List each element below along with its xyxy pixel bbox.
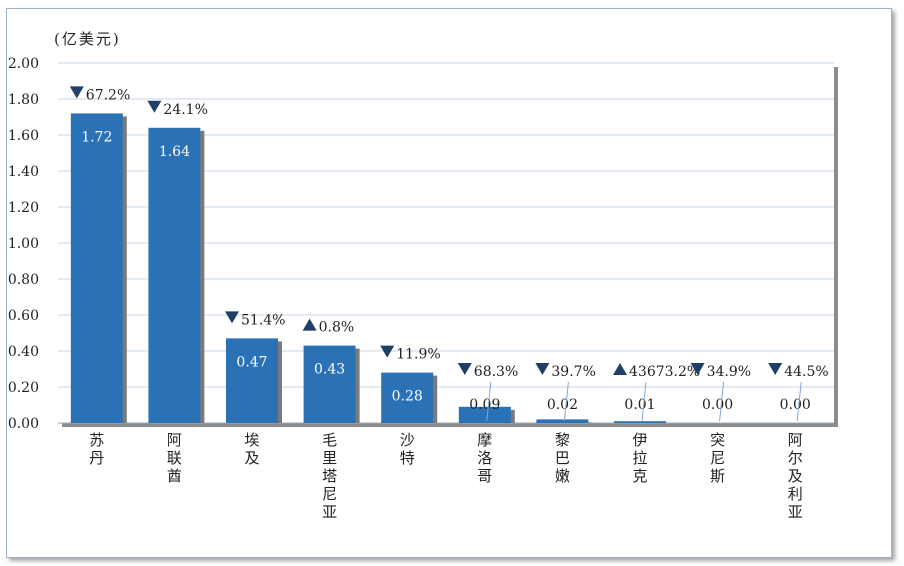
category-label: 黎巴嫩 bbox=[555, 431, 570, 485]
bar bbox=[458, 406, 511, 423]
y-tick-label: 0.80 bbox=[8, 272, 39, 288]
up-triangle-icon bbox=[302, 318, 317, 331]
down-triangle-icon bbox=[69, 86, 84, 99]
change-label: 11.9% bbox=[396, 347, 440, 363]
category-label: 伊拉克 bbox=[632, 431, 647, 485]
bar bbox=[381, 372, 434, 423]
y-tick-label: 0.00 bbox=[8, 416, 39, 432]
change-label: 51.4% bbox=[241, 312, 285, 328]
y-tick-label: 1.00 bbox=[8, 236, 39, 252]
category-label: 突尼斯 bbox=[710, 431, 725, 485]
value-label: 0.02 bbox=[547, 397, 578, 413]
value-label: 0.43 bbox=[314, 362, 345, 378]
up-triangle-icon bbox=[613, 363, 627, 375]
y-tick-label: 0.40 bbox=[8, 344, 39, 360]
category-label: 苏丹 bbox=[89, 431, 104, 467]
value-label: 0.01 bbox=[624, 397, 655, 413]
value-label: 0.00 bbox=[702, 397, 733, 413]
y-tick-label: 1.80 bbox=[8, 92, 39, 108]
bar bbox=[226, 338, 278, 423]
category-label: 摩洛哥 bbox=[477, 431, 492, 485]
down-triangle-icon bbox=[457, 363, 472, 375]
y-tick-label: 0.60 bbox=[8, 308, 39, 324]
down-triangle-icon bbox=[690, 363, 705, 375]
leader-line bbox=[719, 381, 725, 422]
down-triangle-icon bbox=[768, 363, 783, 375]
category-label: 毛里塔尼亚 bbox=[322, 431, 337, 521]
change-label: 68.3% bbox=[474, 364, 518, 380]
down-triangle-icon bbox=[535, 363, 550, 375]
y-tick-label: 1.40 bbox=[8, 164, 39, 180]
change-label: 34.9% bbox=[707, 364, 751, 380]
leader-line bbox=[563, 381, 569, 422]
y-tick-label: 0.20 bbox=[8, 380, 39, 396]
category-label: 沙特 bbox=[400, 431, 415, 467]
value-label: 1.72 bbox=[81, 129, 112, 145]
down-triangle-icon bbox=[380, 345, 395, 358]
value-label: 1.64 bbox=[159, 144, 190, 160]
bar bbox=[70, 113, 123, 424]
y-tick-label: 1.20 bbox=[8, 200, 39, 216]
down-triangle-icon bbox=[147, 100, 162, 113]
category-label: 阿联酋 bbox=[167, 431, 182, 485]
value-label: 0.00 bbox=[780, 397, 811, 413]
change-label: 39.7% bbox=[551, 364, 595, 380]
unit-label: (亿美元) bbox=[54, 30, 121, 48]
y-tick-label: 2.00 bbox=[8, 56, 39, 72]
down-triangle-icon bbox=[225, 311, 239, 324]
leader-line bbox=[641, 381, 647, 422]
change-label: 44.5% bbox=[784, 364, 828, 380]
value-label: 0.09 bbox=[469, 397, 500, 413]
bar bbox=[536, 419, 589, 423]
bar bbox=[303, 345, 356, 423]
category-label: 埃及 bbox=[244, 431, 259, 467]
change-label: 67.2% bbox=[86, 87, 130, 103]
bar bbox=[614, 421, 666, 423]
change-label: 24.1% bbox=[163, 102, 207, 118]
leader-line bbox=[796, 381, 802, 422]
bar bbox=[148, 127, 201, 424]
change-label: 43673.2% bbox=[629, 364, 700, 380]
y-tick-label: 1.60 bbox=[8, 128, 39, 144]
leader-line bbox=[486, 381, 492, 422]
value-label: 0.47 bbox=[236, 354, 267, 370]
change-label: 0.8% bbox=[319, 320, 355, 336]
category-label: 阿尔及利亚 bbox=[788, 431, 803, 521]
value-label: 0.28 bbox=[392, 389, 423, 405]
